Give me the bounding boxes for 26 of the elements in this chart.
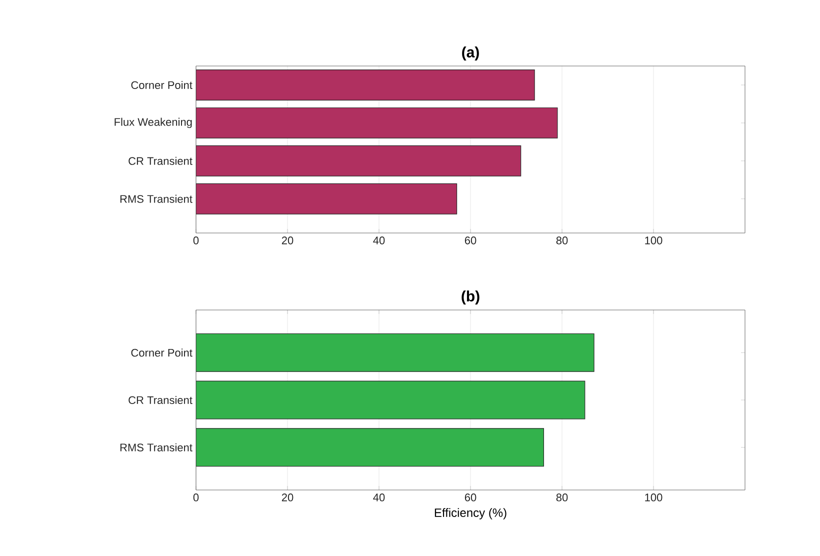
x-tick-label: 20 xyxy=(282,236,294,244)
x-tick-label: 0 xyxy=(193,494,199,502)
x-tick-label: 40 xyxy=(373,494,385,502)
x-tick-label: 80 xyxy=(556,236,568,244)
y-tick-label: Corner Point xyxy=(131,348,192,357)
y-tick-label: RMS Transient xyxy=(120,194,192,203)
x-tick-label: 80 xyxy=(556,494,568,502)
chart-title: (b) xyxy=(462,290,480,304)
x-tick-label: 20 xyxy=(282,494,294,502)
x-tick-label: 100 xyxy=(645,236,662,244)
x-tick-label: 60 xyxy=(464,494,476,502)
x-tick-label: 60 xyxy=(464,236,476,244)
y-tick-label: CR Transient xyxy=(128,396,192,404)
x-tick-label: 100 xyxy=(645,494,662,502)
y-tick-label: CR Transient xyxy=(128,156,192,165)
y-tick-label: Corner Point xyxy=(131,80,192,90)
y-tick-label: Flux Weakening xyxy=(114,118,192,128)
x-tick-label: 0 xyxy=(193,236,199,244)
bar xyxy=(196,107,558,138)
chart-title: (a) xyxy=(462,46,479,60)
x-axis-title: Efficiency (%) xyxy=(434,508,506,520)
bar xyxy=(196,183,458,214)
bar xyxy=(196,145,522,176)
bar xyxy=(196,69,535,100)
x-tick-label: 40 xyxy=(373,236,385,244)
y-tick-label: RMS Transient xyxy=(120,443,192,452)
